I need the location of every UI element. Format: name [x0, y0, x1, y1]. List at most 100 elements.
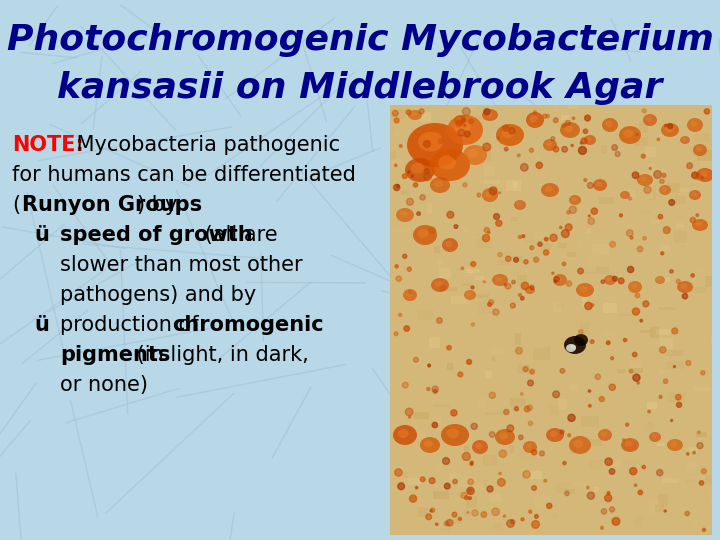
Circle shape — [638, 490, 642, 495]
Circle shape — [544, 250, 549, 255]
Circle shape — [470, 461, 473, 464]
Ellipse shape — [693, 144, 707, 156]
Circle shape — [605, 495, 612, 502]
Circle shape — [662, 173, 666, 177]
Ellipse shape — [424, 440, 433, 448]
Ellipse shape — [566, 344, 576, 352]
Circle shape — [664, 510, 666, 512]
Bar — [603, 333, 616, 335]
Ellipse shape — [564, 125, 573, 132]
Circle shape — [528, 421, 533, 426]
Circle shape — [494, 213, 500, 219]
Text: or none): or none) — [60, 375, 148, 395]
Circle shape — [570, 206, 577, 213]
Ellipse shape — [405, 158, 435, 182]
Bar — [694, 518, 697, 526]
Ellipse shape — [696, 221, 703, 227]
Bar — [694, 133, 710, 142]
Circle shape — [696, 214, 698, 217]
Circle shape — [395, 265, 398, 268]
Ellipse shape — [413, 225, 437, 245]
Circle shape — [658, 214, 662, 219]
Circle shape — [544, 480, 546, 482]
Circle shape — [704, 109, 710, 114]
Circle shape — [588, 218, 595, 225]
Circle shape — [583, 129, 588, 133]
Circle shape — [464, 124, 466, 126]
Bar — [427, 202, 432, 213]
Ellipse shape — [514, 200, 526, 210]
Ellipse shape — [446, 428, 459, 438]
Bar — [567, 102, 577, 109]
Ellipse shape — [628, 281, 642, 293]
Circle shape — [629, 468, 637, 475]
Circle shape — [701, 176, 703, 179]
Ellipse shape — [602, 118, 618, 132]
Bar — [404, 266, 411, 269]
Bar — [655, 505, 664, 512]
Ellipse shape — [680, 136, 690, 144]
Bar — [485, 284, 500, 292]
Bar — [651, 220, 660, 224]
Bar — [705, 276, 716, 287]
Bar — [635, 177, 652, 183]
Text: ) by:: ) by: — [137, 195, 183, 215]
Bar — [540, 243, 552, 250]
Bar — [497, 260, 510, 265]
Ellipse shape — [403, 289, 417, 301]
Circle shape — [462, 453, 470, 461]
Circle shape — [609, 507, 615, 512]
Circle shape — [546, 503, 552, 509]
Circle shape — [636, 133, 638, 136]
Circle shape — [428, 364, 431, 367]
Ellipse shape — [631, 284, 637, 289]
Circle shape — [670, 269, 673, 273]
Text: ü: ü — [34, 315, 49, 335]
Circle shape — [512, 280, 516, 284]
Circle shape — [394, 184, 400, 191]
Circle shape — [396, 276, 402, 281]
Bar — [534, 348, 550, 360]
Circle shape — [551, 137, 555, 140]
Circle shape — [507, 519, 514, 527]
Circle shape — [690, 218, 696, 222]
Circle shape — [563, 462, 566, 465]
Ellipse shape — [447, 115, 483, 145]
Ellipse shape — [606, 121, 613, 127]
Circle shape — [643, 301, 649, 307]
Bar — [535, 232, 549, 239]
Circle shape — [426, 514, 431, 519]
Ellipse shape — [680, 284, 688, 289]
Ellipse shape — [485, 191, 492, 197]
Ellipse shape — [649, 432, 661, 442]
Ellipse shape — [549, 431, 558, 437]
Ellipse shape — [572, 197, 577, 201]
Bar — [657, 168, 667, 177]
Bar — [429, 338, 441, 348]
Circle shape — [637, 246, 643, 252]
Bar — [510, 397, 526, 407]
Bar — [622, 460, 639, 464]
Bar — [487, 151, 491, 160]
Bar — [690, 477, 706, 480]
Circle shape — [626, 423, 629, 426]
Circle shape — [467, 487, 474, 495]
Ellipse shape — [544, 186, 553, 192]
Circle shape — [436, 523, 438, 525]
Ellipse shape — [485, 111, 492, 117]
Circle shape — [571, 144, 573, 146]
Bar — [675, 195, 685, 204]
Circle shape — [452, 512, 457, 517]
Circle shape — [538, 242, 542, 246]
Circle shape — [443, 457, 449, 464]
Circle shape — [554, 280, 557, 282]
Circle shape — [402, 382, 408, 388]
Bar — [515, 333, 521, 345]
Ellipse shape — [560, 122, 580, 138]
Bar — [647, 402, 657, 409]
Circle shape — [471, 286, 474, 289]
Ellipse shape — [495, 429, 515, 445]
Bar — [447, 400, 456, 403]
Ellipse shape — [569, 195, 581, 205]
Circle shape — [691, 274, 694, 277]
